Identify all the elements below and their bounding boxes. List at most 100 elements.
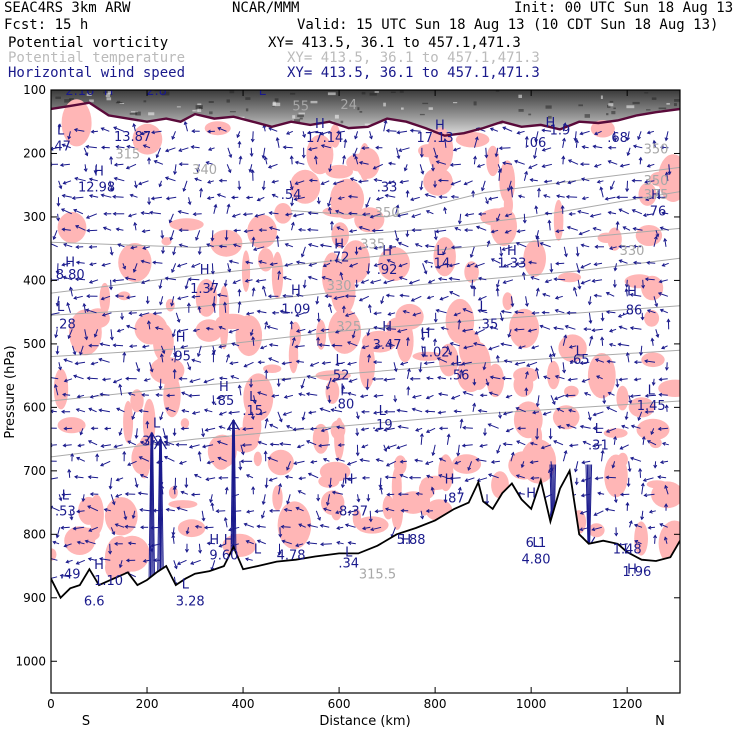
wind-arrow (243, 229, 254, 234)
wind-arrow (122, 351, 127, 363)
pv-blob (153, 323, 174, 362)
wind-arrow (409, 128, 421, 133)
wind-arrow (300, 246, 306, 258)
wind-arrow (164, 176, 176, 182)
stratosphere-speckle (609, 100, 614, 103)
wind-arrow (454, 227, 462, 231)
wind-arrow (470, 279, 474, 290)
wind-arrow (88, 177, 98, 182)
pv-blob (61, 99, 92, 147)
wind-arrow (203, 378, 215, 384)
wind-arrow (419, 147, 424, 158)
wind-arrow (557, 425, 565, 430)
wind-arrow (140, 211, 150, 215)
wind-arrow (625, 501, 630, 511)
wind-arrow (197, 246, 202, 256)
y-tick-label: 800 (23, 527, 46, 541)
wind-arrow (641, 435, 646, 445)
wind-arrow (118, 560, 123, 569)
wind-arrow (63, 243, 73, 248)
wind-arrow (615, 195, 628, 200)
pv-blob (51, 548, 57, 561)
wind-arrow (664, 131, 669, 142)
wind-arrow (206, 196, 215, 200)
wind-arrow (405, 230, 410, 238)
wind-arrow (127, 213, 137, 218)
wind-arrow (462, 425, 473, 430)
wind-arrow (300, 378, 306, 389)
wind-arrow (165, 507, 175, 512)
wind-arrow (366, 329, 371, 337)
wind-arrow (268, 127, 278, 132)
wind-arrow (664, 362, 669, 371)
wind-arrow (281, 539, 292, 545)
wind-arrow (184, 279, 189, 290)
extrema-label: H (334, 238, 344, 253)
wind-arrow (550, 395, 556, 405)
extrema-label: H (94, 165, 104, 180)
wind-arrow (566, 225, 578, 231)
theta-contour (51, 349, 680, 402)
wind-arrow (357, 246, 369, 251)
wind-arrow (607, 145, 617, 150)
wind-arrow (75, 559, 85, 565)
wind-arrow (246, 509, 255, 514)
wind-arrow (525, 370, 529, 379)
wind-arrow (93, 164, 98, 174)
wind-arrow (644, 277, 655, 282)
extrema-label: 17.14 (306, 131, 343, 146)
wind-arrow (659, 460, 669, 465)
wind-arrow (291, 336, 296, 346)
wind-arrow (375, 196, 384, 201)
wind-arrow (113, 176, 125, 182)
wind-arrow (565, 194, 578, 199)
wind-arrow (190, 492, 201, 497)
stratosphere-speckle (105, 93, 111, 98)
wind-arrow (396, 328, 408, 333)
wind-arrow (357, 179, 369, 184)
wind-arrow (384, 507, 395, 512)
wind-arrow (520, 461, 525, 469)
wind-arrow (605, 427, 617, 433)
wind-arrow (501, 376, 512, 381)
wind-arrow (256, 196, 265, 202)
wind-arrow (600, 449, 605, 462)
wind-arrow (56, 213, 61, 222)
wind-arrow (218, 411, 227, 416)
wind-arrow (427, 279, 436, 284)
wind-arrow (223, 301, 227, 313)
wind-arrow (651, 378, 656, 386)
theta-label: 325 (336, 320, 361, 335)
wind-arrow (582, 440, 591, 446)
wind-arrow (358, 160, 369, 165)
wind-arrow (101, 377, 111, 382)
wind-arrow (231, 342, 240, 347)
wind-arrow (477, 276, 487, 281)
wind-arrow (515, 407, 526, 413)
wind-arrow (140, 525, 149, 530)
pv-blob (204, 121, 231, 136)
wind-arrow (322, 458, 330, 462)
wind-arrow (218, 178, 227, 183)
strong-wind-arrow (582, 464, 596, 549)
wind-arrow (251, 336, 256, 346)
wind-arrow (284, 474, 293, 479)
wind-arrow (425, 427, 436, 433)
wind-arrow (563, 246, 568, 258)
wind-arrow (305, 392, 318, 396)
wind-arrow (55, 527, 61, 539)
wind-arrow (113, 126, 124, 132)
wind-arrow (332, 180, 345, 186)
extrema-label: 2.16 (65, 84, 94, 99)
wind-arrow (176, 328, 189, 333)
wind-arrow (439, 295, 449, 301)
wind-arrow (372, 360, 382, 365)
wind-arrow (298, 392, 306, 397)
wind-arrow (152, 311, 162, 316)
wind-arrow (155, 147, 161, 159)
wind-arrow (361, 526, 371, 531)
wind-arrow (502, 279, 514, 284)
pv-blob (391, 492, 404, 530)
wind-arrow (661, 441, 669, 446)
wind-arrow (437, 375, 446, 380)
